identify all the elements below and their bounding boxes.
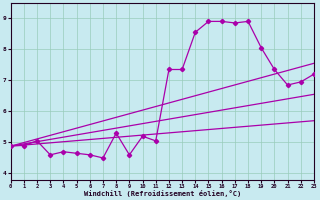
X-axis label: Windchill (Refroidissement éolien,°C): Windchill (Refroidissement éolien,°C) [84,190,241,197]
